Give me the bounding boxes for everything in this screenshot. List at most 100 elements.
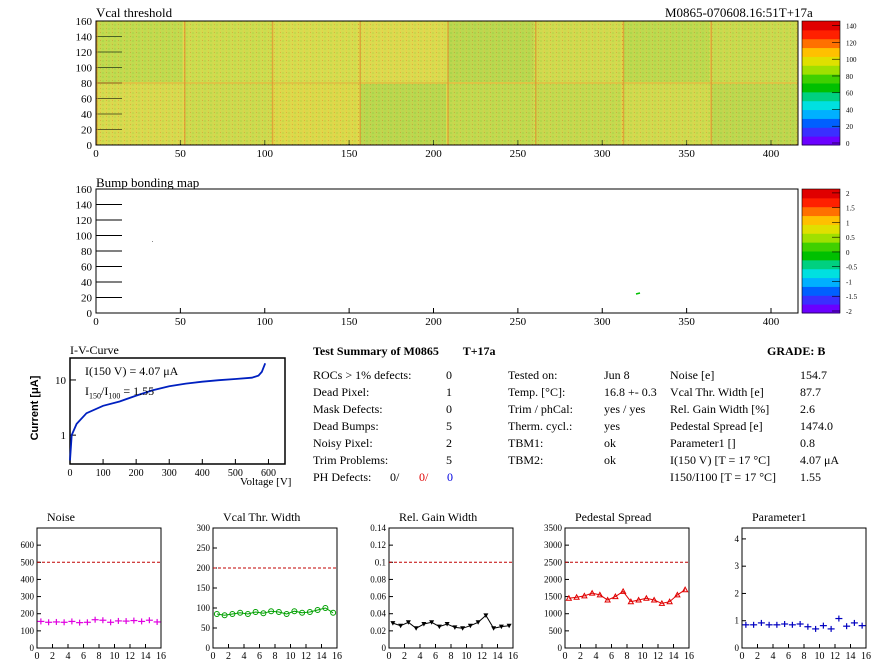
scale-swatch xyxy=(802,295,840,305)
result-label: Parameter1 [] xyxy=(670,436,736,450)
roc-block xyxy=(272,22,359,82)
small-y-tick-label: 1000 xyxy=(544,609,563,619)
y-tick-label: 160 xyxy=(76,184,93,196)
small-x-tick-label: 6 xyxy=(257,651,262,662)
condition-value: ok xyxy=(604,436,616,450)
data-point xyxy=(299,609,306,616)
condition-value: yes xyxy=(604,419,620,433)
small-x-tick-label: 10 xyxy=(815,651,825,662)
bump-bonding-map: 0 50 100 150 200 250 300 350 4000204060801001201… xyxy=(76,184,858,328)
small-chart-title: Parameter1 xyxy=(752,510,807,524)
condition-row: Therm. cycl.: yes xyxy=(508,419,620,434)
small-x-tick-label: 2 xyxy=(402,651,407,662)
defect-value: 0 xyxy=(446,368,452,382)
data-point xyxy=(627,598,635,605)
data-point xyxy=(612,593,619,600)
x-tick-label: 100 xyxy=(257,316,274,328)
condition-label: TBM2: xyxy=(508,453,544,467)
series-line xyxy=(216,607,334,616)
small-chart-title: Pedestal Spread xyxy=(575,510,651,524)
x-tick-label: 200 xyxy=(425,148,442,160)
small-x-tick-label: 6 xyxy=(609,651,614,662)
condition-row: TBM1: ok xyxy=(508,436,616,451)
roc-block xyxy=(623,22,710,82)
scale-tick-label: 0.5 xyxy=(846,234,855,242)
small-y-tick-label: 200 xyxy=(21,609,35,619)
data-point xyxy=(475,620,481,625)
roc-block xyxy=(711,22,797,82)
small-y-tick-label: 500 xyxy=(549,626,563,636)
small-y-tick-label: 0.04 xyxy=(370,609,386,619)
scale-tick-label: -1 xyxy=(846,278,852,286)
scale-tick-label: 2 xyxy=(846,190,850,198)
small-x-tick-label: 14 xyxy=(317,651,327,662)
data-point xyxy=(283,611,290,617)
iv-x-tick-label: 0 xyxy=(68,468,73,479)
small-x-tick-label: 16 xyxy=(332,651,342,662)
scale-swatch xyxy=(802,215,840,225)
series-line xyxy=(568,589,686,604)
ratio-sub1: 150 xyxy=(89,391,101,401)
scale-swatch xyxy=(802,74,840,84)
iv-x-tick-label: 600 xyxy=(261,468,276,479)
defect-row: ROCs > 1% defects: 0 xyxy=(313,368,452,383)
condition-value: Jun 8 xyxy=(604,368,630,382)
condition-value: yes / yes xyxy=(604,402,646,416)
data-point xyxy=(596,591,604,598)
data-point xyxy=(658,599,666,606)
condition-label: Therm. cycl.: xyxy=(508,419,573,433)
scale-tick-label: 120 xyxy=(846,39,857,47)
data-point xyxy=(237,609,244,616)
data-point xyxy=(413,626,419,631)
scale-swatch xyxy=(802,83,840,93)
data-point xyxy=(398,623,404,629)
y-tick-label: 20 xyxy=(81,293,93,305)
small-chart-title: Vcal Thr. Width xyxy=(223,510,300,524)
iv-x-tick-label: 300 xyxy=(162,468,177,479)
x-tick-label: 350 xyxy=(678,148,695,160)
small-y-tick-label: 500 xyxy=(21,557,35,567)
small-y-tick-label: 2 xyxy=(735,588,740,598)
small-x-tick-label: 12 xyxy=(125,651,135,662)
scale-frame xyxy=(801,188,841,314)
data-point xyxy=(436,624,442,630)
data-point xyxy=(619,587,627,594)
result-row: Vcal Thr. Width [e] 87.7 xyxy=(670,385,821,400)
iv-annotation-current: I(150 V) = 4.07 μA xyxy=(85,364,179,378)
y-tick-label: 60 xyxy=(81,94,93,106)
scale-swatch xyxy=(802,206,840,217)
map-frame xyxy=(95,20,799,146)
iv-curve-chart: 0 100 200 300 400 500 600 1 10 xyxy=(55,357,286,479)
small-y-tick-label: 0 xyxy=(30,643,35,653)
iv-x-tick-label: 200 xyxy=(129,468,144,479)
x-tick-label: 250 xyxy=(510,316,527,328)
small-y-tick-label: 2500 xyxy=(544,557,563,567)
result-label: Rel. Gain Width [%] xyxy=(670,402,770,416)
data-point xyxy=(268,608,275,615)
small-chart-title: Rel. Gain Width xyxy=(399,510,477,524)
ph-value-3: 0 xyxy=(447,470,453,484)
y-tick-label: 0 xyxy=(87,308,93,320)
data-point xyxy=(491,626,497,631)
scale-tick-label: 20 xyxy=(846,123,854,131)
small-y-tick-label: 2000 xyxy=(544,574,563,584)
defect-row: Noisy Pixel: 2 xyxy=(313,436,452,451)
data-point xyxy=(314,607,321,613)
vcal-map-title: Vcal threshold xyxy=(96,5,173,20)
small-x-tick-label: 14 xyxy=(141,651,151,662)
data-point xyxy=(460,626,466,631)
roc-block xyxy=(272,84,359,144)
defect-row: Mask Defects: 0 xyxy=(313,402,452,417)
data-point xyxy=(221,612,228,619)
data-point xyxy=(452,625,458,630)
small-x-tick-label: 14 xyxy=(846,651,856,662)
ph-value-2: 0/ xyxy=(419,470,429,484)
defect-value: 0 xyxy=(446,402,452,416)
data-point xyxy=(330,609,337,616)
scale-swatch xyxy=(802,189,840,199)
scale-tick-label: 60 xyxy=(846,90,854,98)
small-x-tick-label: 10 xyxy=(110,651,120,662)
data-point xyxy=(506,623,512,629)
x-tick-label: 150 xyxy=(341,316,358,328)
small-y-tick-label: 0 xyxy=(558,643,563,653)
